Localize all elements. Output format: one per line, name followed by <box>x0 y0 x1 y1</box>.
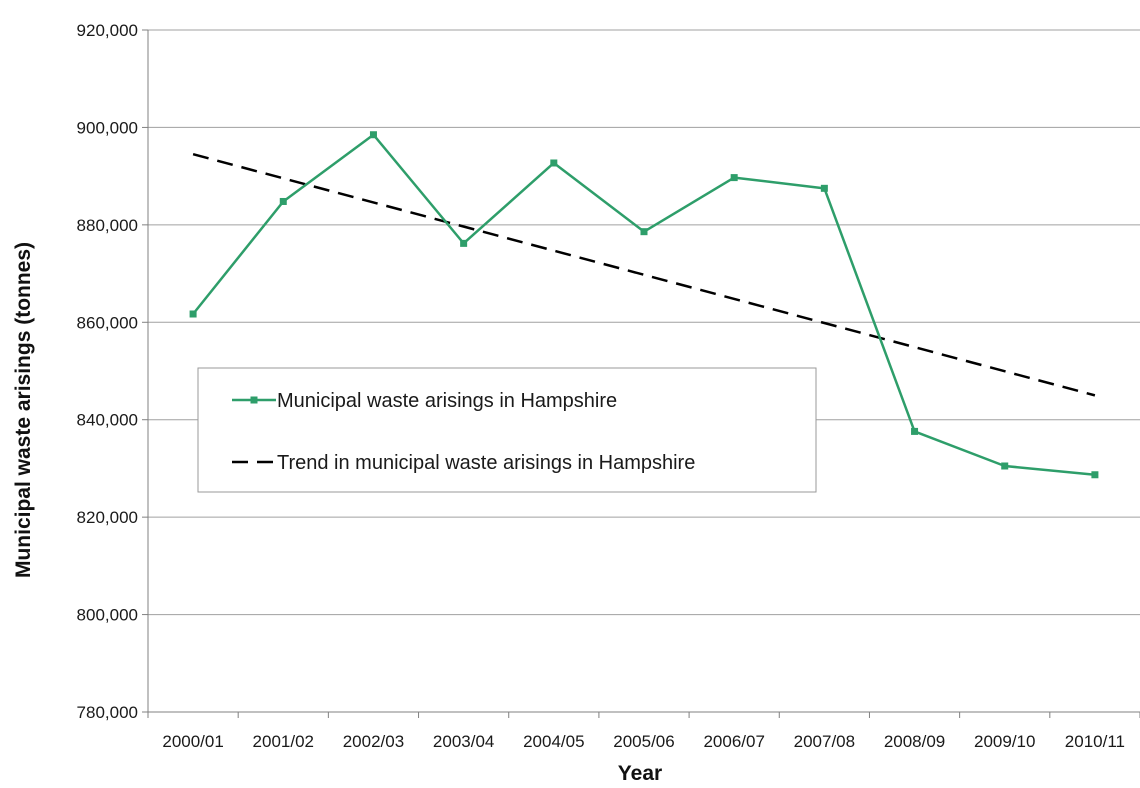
data-point <box>279 197 287 205</box>
trend-line <box>192 153 1096 397</box>
legend-label-trend: Trend in municipal waste arisings in Ham… <box>277 452 695 474</box>
y-tick-label: 920,000 <box>77 21 138 40</box>
x-tick-label: 2002/03 <box>343 732 404 751</box>
y-tick-label: 840,000 <box>77 411 138 430</box>
data-point <box>460 239 468 247</box>
legend-marker-observed <box>250 396 258 404</box>
y-tick-label: 800,000 <box>77 606 138 625</box>
axes <box>142 29 1140 718</box>
data-point <box>1001 462 1009 470</box>
x-tick-label: 2006/07 <box>703 732 764 751</box>
legend: Municipal waste arisings in Hampshire Tr… <box>197 367 817 493</box>
x-tick-label: 2008/09 <box>884 732 945 751</box>
y-tick-label: 780,000 <box>77 703 138 722</box>
data-point <box>369 131 377 139</box>
data-point <box>189 310 197 318</box>
y-tick-label: 820,000 <box>77 508 138 527</box>
x-tick-labels: 2000/01 2001/02 2002/03 2003/04 2004/05 2005/… <box>162 732 1125 751</box>
legend-label-observed: Municipal waste arisings in Hampshire <box>277 390 617 412</box>
x-axis-label: Year <box>618 762 662 785</box>
data-point <box>640 228 648 236</box>
x-tick-label: 2009/10 <box>974 732 1035 751</box>
y-tick-label: 900,000 <box>77 118 138 137</box>
data-point <box>820 184 828 192</box>
data-point <box>1091 471 1099 479</box>
plot-area <box>189 131 1099 479</box>
x-tick-label: 2004/05 <box>523 732 584 751</box>
x-tick-label: 2007/08 <box>794 732 855 751</box>
data-point <box>550 159 558 167</box>
data-point <box>730 174 738 182</box>
y-axis-label: Municipal waste arisings (tonnes) <box>12 242 35 578</box>
x-tick-label: 2005/06 <box>613 732 674 751</box>
y-tick-label: 860,000 <box>77 313 138 332</box>
x-tick-label: 2003/04 <box>433 732 494 751</box>
y-tick-labels: 780,000 800,000 820,000 840,000 860,000 880,0… <box>77 21 138 722</box>
x-tick-label: 2010/11 <box>1065 732 1125 751</box>
data-point <box>911 427 919 435</box>
legend-box <box>197 367 817 493</box>
x-tick-label: 2000/01 <box>162 732 223 751</box>
y-tick-label: 880,000 <box>77 216 138 235</box>
x-tick-label: 2001/02 <box>253 732 314 751</box>
gridlines <box>148 29 1140 616</box>
